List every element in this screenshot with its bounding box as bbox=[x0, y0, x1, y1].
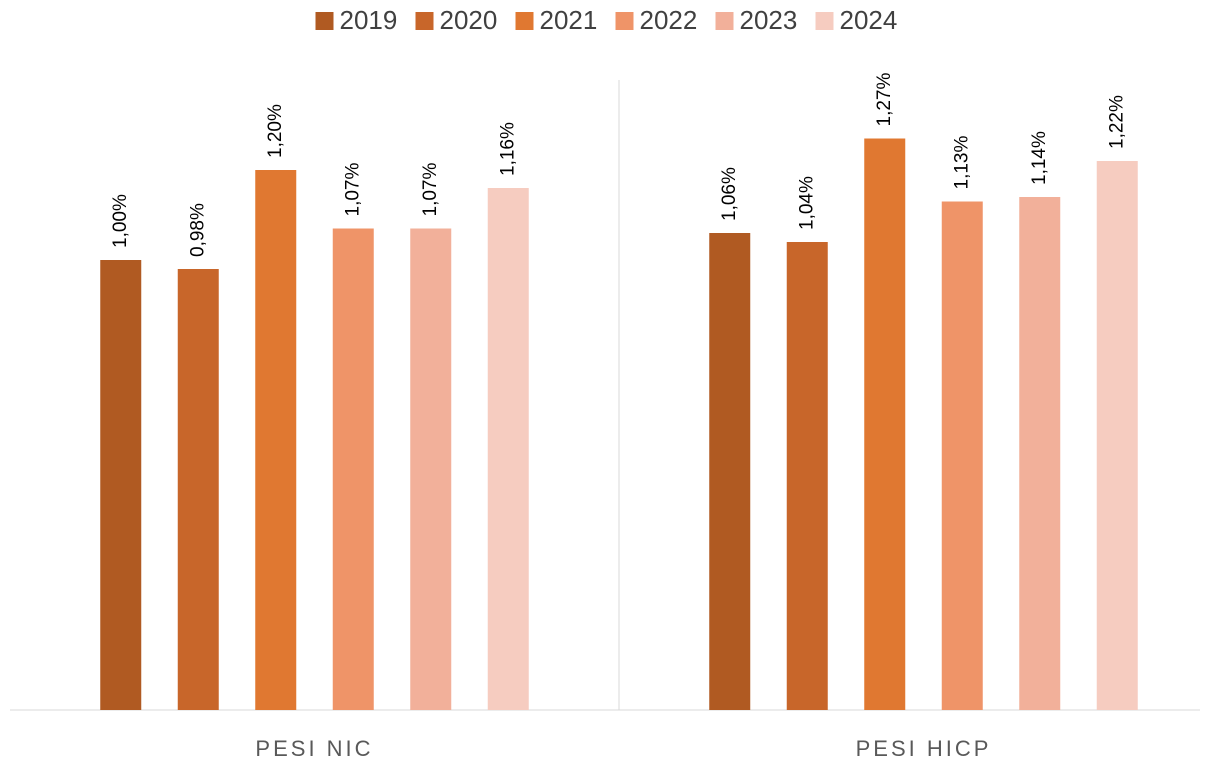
legend-swatch bbox=[515, 12, 534, 30]
legend-label: 2023 bbox=[740, 5, 798, 35]
bar bbox=[487, 188, 529, 710]
data-label: 1,22% bbox=[1106, 95, 1127, 149]
legend-label: 2022 bbox=[640, 5, 698, 35]
bar bbox=[941, 201, 983, 710]
bar bbox=[786, 242, 828, 710]
bar bbox=[709, 233, 751, 710]
bar bbox=[864, 138, 906, 710]
bar bbox=[332, 228, 374, 710]
legend-label: 2024 bbox=[840, 5, 898, 35]
bar bbox=[1019, 197, 1061, 710]
data-label: 1,14% bbox=[1029, 131, 1050, 185]
data-label: 1,13% bbox=[951, 136, 972, 190]
legend-label: 2021 bbox=[540, 5, 598, 35]
legend-swatch bbox=[615, 12, 634, 30]
bar bbox=[410, 228, 452, 710]
bar bbox=[177, 269, 219, 710]
bar bbox=[255, 170, 297, 710]
legend-label: 2019 bbox=[340, 5, 398, 35]
legend-swatch bbox=[715, 12, 734, 30]
data-label: 1,16% bbox=[497, 122, 518, 176]
data-label: 0,98% bbox=[187, 203, 208, 257]
data-label: 1,00% bbox=[110, 194, 131, 248]
bar bbox=[100, 260, 142, 710]
legend-swatch bbox=[815, 12, 834, 30]
legend-swatch bbox=[315, 12, 334, 30]
bar bbox=[1096, 161, 1138, 710]
data-label: 1,27% bbox=[874, 73, 895, 127]
data-label: 1,07% bbox=[420, 163, 441, 217]
legend-swatch bbox=[415, 12, 434, 30]
x-tick-label: PESI HICP bbox=[856, 736, 992, 761]
data-label: 1,06% bbox=[719, 167, 740, 221]
legend-label: 2020 bbox=[440, 5, 498, 35]
data-label: 1,20% bbox=[265, 104, 286, 158]
x-tick-label: PESI NIC bbox=[255, 736, 373, 761]
data-label: 1,04% bbox=[796, 176, 817, 230]
data-label: 1,07% bbox=[342, 163, 363, 217]
